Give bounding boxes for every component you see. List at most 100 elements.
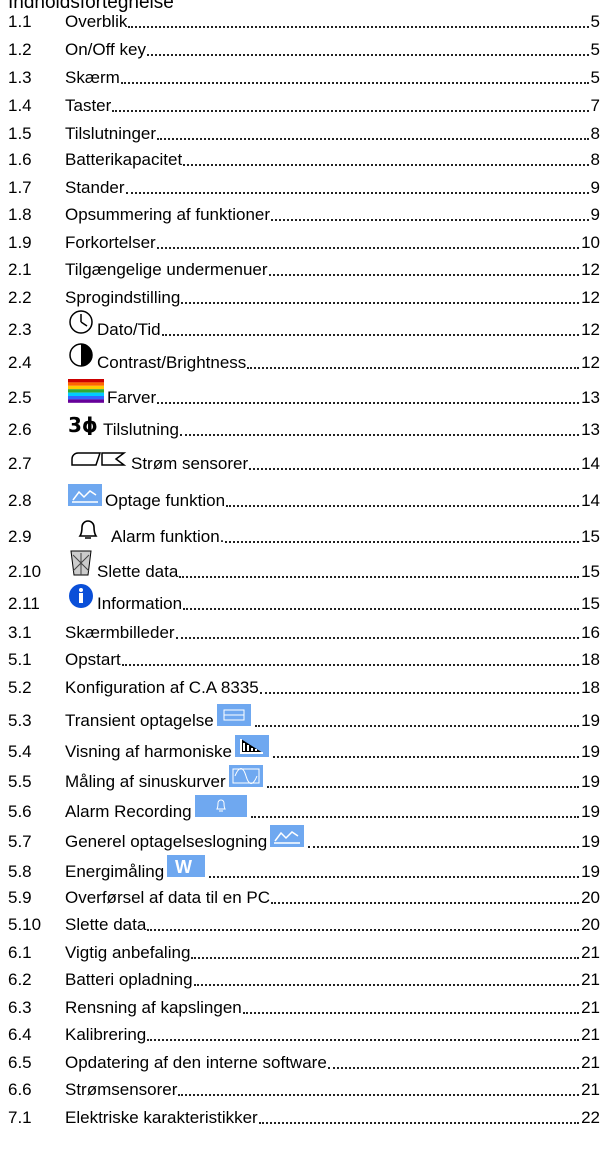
entry-text-group: Strøm sensorer — [65, 447, 248, 474]
dot-leader — [258, 1122, 580, 1124]
entry-number: 5.10 — [8, 915, 42, 934]
entry-text: Konfiguration af C.A 8335 — [65, 678, 259, 697]
entry-page: 15 — [581, 527, 600, 546]
entry-text: Skærmbilleder — [65, 623, 175, 642]
dot-leader — [266, 786, 580, 788]
entry-number: 6.5 — [8, 1053, 32, 1072]
entry-number: 6.1 — [8, 943, 32, 962]
toc-entry: 2.7 Strøm sensorer 14 — [8, 446, 600, 474]
entry-text-group: Måling af sinuskurver — [65, 765, 266, 792]
toc-entry: 1.8 Opsummering af funktioner 9 — [8, 197, 600, 225]
entry-page: 8 — [590, 124, 600, 143]
toc-entry: 5.9 Overførsel af data til en PC 20 — [8, 880, 600, 908]
icon — [194, 795, 247, 822]
entry-page: 9 — [590, 178, 600, 197]
entry-number: 2.6 — [8, 420, 32, 439]
entry-text-group: Batteri opladning — [65, 970, 193, 990]
toc-entry: 2.11 Information 15 — [8, 583, 600, 614]
dot-leader — [249, 468, 580, 470]
entry-text: Sprogindstilling — [65, 288, 181, 307]
entry-text-group: Overførsel af data til en PC — [65, 888, 270, 908]
entry-text-group: Generel optagelseslogning — [65, 825, 307, 852]
toc-entry: 6.2 Batteri opladning 21 — [8, 962, 600, 990]
entry-text: Elektriske karakteristikker — [65, 1108, 258, 1127]
entry-text-group: Energimåling W — [65, 855, 208, 882]
toc-entry: 5.1 Opstart 18 — [8, 642, 600, 670]
dot-leader — [327, 1067, 580, 1069]
entry-page: 20 — [581, 915, 600, 934]
toc-entry: 6.3 Rensning af kapslingen 21 — [8, 990, 600, 1018]
entry-number: 3.1 — [8, 623, 32, 642]
entry-text-group: 3ϕ Tilslutning — [65, 413, 179, 440]
entry-text-group: Dato/Tid — [65, 309, 161, 340]
entry-text-group: Opsummering af funktioner — [65, 205, 270, 225]
entry-text: Overførsel af data til en PC — [65, 888, 271, 907]
dot-leader — [125, 192, 589, 194]
entry-text-group: Information — [65, 583, 182, 614]
dot-leader — [121, 664, 580, 666]
dot-leader — [183, 164, 589, 166]
entry-text: Strømsensorer — [65, 1080, 178, 1099]
toc-entry: 7.1 Elektriske karakteristikker 22 — [8, 1100, 600, 1128]
entry-text: Slette data — [65, 915, 147, 934]
toc-entry: 6.4 Kalibrering 21 — [8, 1017, 600, 1045]
toc-entry: 1.3 Skærm 5 — [8, 60, 600, 88]
entry-text-group: On/Off key — [65, 40, 146, 60]
dot-leader — [226, 505, 580, 507]
entry-page: 21 — [581, 943, 600, 962]
entry-number: 2.11 — [8, 594, 40, 613]
entry-number: 5.5 — [8, 772, 32, 791]
toc-entry: 5.7 Generel optagelseslogning 19 — [8, 824, 600, 852]
toc-entry: 2.10 Slette data 15 — [8, 550, 600, 582]
dot-leader — [120, 82, 589, 84]
entry-page: 15 — [581, 562, 600, 581]
toc-entry: 2.1 Tilgængelige undermenuer 12 — [8, 252, 600, 280]
entry-text: Taster — [65, 96, 112, 115]
entry-number: 5.8 — [8, 862, 32, 881]
toc-entry: 5.10 Slette data 20 — [8, 907, 600, 935]
entry-number: 1.5 — [8, 124, 32, 143]
entry-text: Opdatering af den interne software — [65, 1053, 327, 1072]
entry-text-group: Taster — [65, 96, 111, 116]
entry-number: 2.5 — [8, 388, 32, 407]
icon — [68, 484, 102, 511]
entry-number: 6.3 — [8, 998, 32, 1017]
entry-number: 1.8 — [8, 205, 32, 224]
entry-text: Kalibrering — [65, 1025, 147, 1044]
dot-leader — [271, 902, 580, 904]
entry-page: 15 — [581, 594, 600, 613]
entry-text: On/Off key — [65, 40, 146, 59]
entry-text: Tilgængelige undermenuer — [65, 260, 268, 279]
entry-text: Information — [97, 594, 183, 613]
entry-text-group: Opstart — [65, 650, 121, 670]
entry-text: Optage funktion — [105, 491, 226, 510]
entry-number: 2.4 — [8, 353, 32, 372]
entry-page: 18 — [581, 678, 600, 697]
entry-text-group: Farver — [65, 379, 156, 408]
entry-number: 1.7 — [8, 178, 32, 197]
entry-text-group: Opdatering af den interne software — [65, 1053, 327, 1073]
entry-text-group: Visning af harmoniske — [65, 735, 272, 762]
dot-leader — [209, 876, 580, 878]
entry-text: Farver — [107, 388, 157, 407]
toc-entry: 1.1 Overblik 5 — [8, 4, 600, 32]
entry-text: Forkortelser — [65, 233, 156, 252]
toc-entry: 3.1 Skærmbilleder 16 — [8, 615, 600, 643]
entry-text: Opstart — [65, 650, 121, 669]
entry-text-group: Rensning af kapslingen — [65, 998, 242, 1018]
icon — [216, 704, 251, 731]
toc-entry: 5.6 Alarm Recording 19 — [8, 794, 600, 822]
entry-text-group: Stander — [65, 178, 125, 198]
toc-entry: 5.8 Energimåling W 19 — [8, 854, 600, 882]
entry-text: Strøm sensorer — [131, 454, 249, 473]
entry-number: 2.3 — [8, 320, 32, 339]
entry-text: Visning af harmoniske — [65, 742, 232, 761]
entry-text: Tilslutninger — [65, 124, 157, 143]
entry-page: 16 — [581, 623, 600, 642]
entry-number: 7.1 — [8, 1108, 32, 1127]
dot-leader — [178, 1094, 580, 1096]
dot-leader — [112, 110, 589, 112]
entry-page: 9 — [590, 205, 600, 224]
entry-text-group: Overblik — [65, 12, 127, 32]
entry-number: 2.10 — [8, 562, 42, 581]
